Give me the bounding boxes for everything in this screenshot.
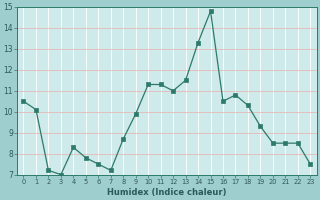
X-axis label: Humidex (Indice chaleur): Humidex (Indice chaleur) bbox=[107, 188, 227, 197]
